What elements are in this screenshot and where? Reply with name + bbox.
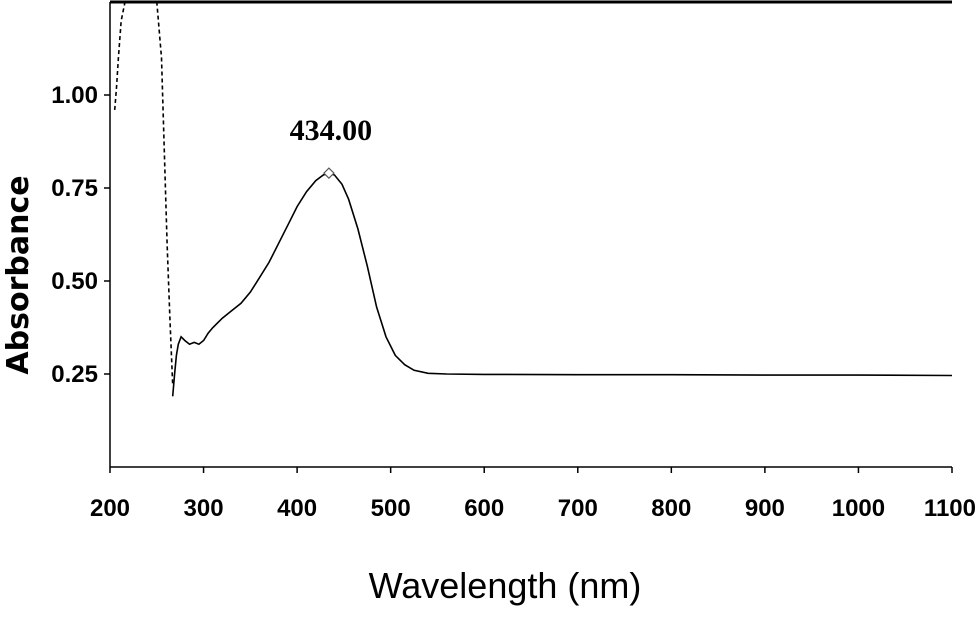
plot-frame (109, 0, 952, 468)
x-tick-label: 300 (184, 495, 224, 522)
y-tick-label: 0.25 (51, 361, 98, 388)
absorbance-series-line (171, 172, 953, 397)
peak-marker (323, 167, 335, 179)
x-tick-label: 400 (277, 495, 317, 522)
x-axis-ticks: 200 300 400 500 600 700 800 900 1000 1100 (90, 467, 976, 522)
y-axis-title: Absorbance (1, 175, 36, 374)
y-tick-label: 0.50 (51, 268, 98, 295)
x-tick-label: 700 (558, 495, 598, 522)
x-axis-title: Wavelength (nm) (369, 565, 642, 606)
x-tick-label: 900 (745, 495, 785, 522)
x-tick-label: 1100 (924, 495, 976, 522)
peak-label: 434.00 (290, 114, 373, 147)
x-tick-label: 500 (371, 495, 411, 522)
x-tick-label: 600 (464, 495, 504, 522)
annotation-layer: 434.00 (290, 114, 373, 179)
x-tick-label: 1000 (832, 495, 885, 522)
series-layer (113, 1, 953, 397)
y-axis-ticks: 0.25 0.50 0.75 1.00 (51, 82, 110, 388)
x-tick-label: 200 (90, 495, 130, 522)
x-tick-label: 800 (651, 495, 691, 522)
y-tick-label: 1.00 (51, 82, 98, 109)
y-tick-label: 0.75 (51, 175, 98, 202)
dashed-series-line (113, 1, 174, 386)
